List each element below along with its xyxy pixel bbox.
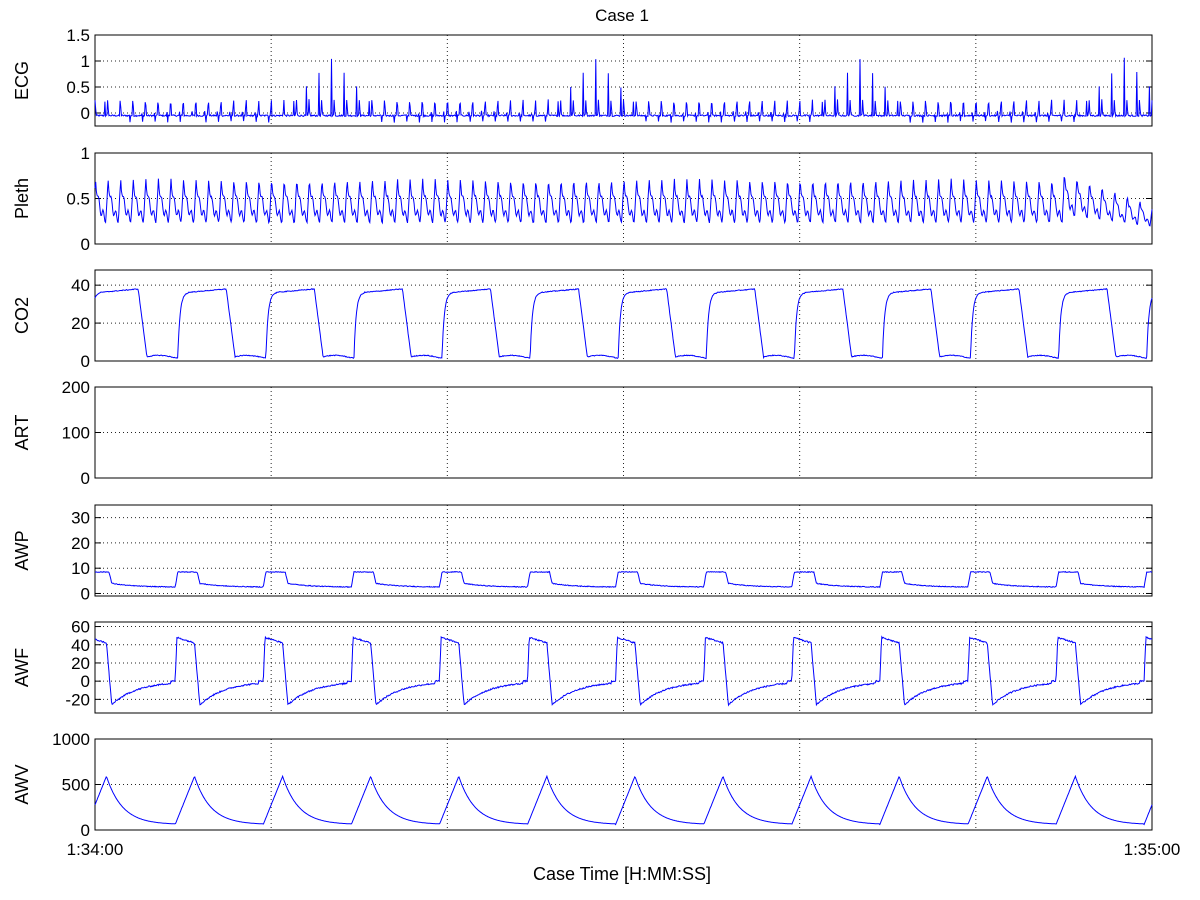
ecg-ylabel: ECG (12, 61, 32, 100)
figure-title: Case 1 (595, 6, 649, 25)
awf-ytick-label-4: 60 (71, 618, 90, 637)
ecg-trace (94, 57, 1153, 123)
co2-ytick-label-0: 0 (81, 352, 90, 371)
ecg-axes-frame (94, 34, 1153, 127)
x-tick-label-end: 1:35:00 (1124, 840, 1181, 859)
pleth-ytick-label-2: 1 (81, 144, 90, 163)
pleth-ytick-label-1: 0.5 (66, 190, 90, 209)
awf-axes-frame (94, 621, 1153, 714)
art-ylabel: ART (12, 415, 32, 451)
panel-ecg: 0 0.5 1 1.5 ECG (12, 26, 1153, 127)
art-ytick-label-0: 0 (81, 469, 90, 488)
awp-ytick-label-2: 20 (71, 534, 90, 553)
ecg-ytick-label-3: 1.5 (66, 26, 90, 45)
co2-axes-frame (94, 269, 1153, 362)
x-tick-label-start: 1:34:00 (67, 840, 124, 859)
panel-art: 0 100 200 ART (12, 378, 1153, 488)
panel-awp: 0 10 20 30 AWP (12, 504, 1153, 603)
panel-co2: 0 20 40 CO2 (12, 269, 1153, 371)
awf-trace (94, 635, 1153, 707)
awv-trace (94, 774, 1153, 826)
awf-ytick-label-2: 20 (71, 654, 90, 673)
awp-ytick-label-0: 0 (81, 584, 90, 603)
awp-axes-frame (94, 504, 1153, 597)
art-ytick-label-2: 200 (62, 378, 90, 397)
awf-ytick-label-3: 40 (71, 636, 90, 655)
awv-ytick-label-0: 0 (81, 821, 90, 840)
awp-ylabel: AWP (12, 530, 32, 570)
co2-ytick-label-2: 40 (71, 276, 90, 295)
awv-ytick-label-1: 500 (62, 776, 90, 795)
awv-ytick-label-2: 1000 (52, 730, 90, 749)
awp-ytick-label-1: 10 (71, 559, 90, 578)
co2-ylabel: CO2 (12, 297, 32, 334)
panels: 00.511.5ECG00.51Pleth02040CO20100200ART0… (12, 26, 1153, 840)
awv-ylabel: AWV (12, 764, 32, 804)
awf-ylabel: AWF (12, 648, 32, 687)
ecg-ytick-label-1: 0.5 (66, 78, 90, 97)
co2-ytick-label-1: 20 (71, 314, 90, 333)
art-ytick-label-1: 100 (62, 424, 90, 443)
awf-ytick-label-0: -20 (65, 690, 90, 709)
co2-trace (94, 287, 1153, 360)
panel-pleth: 0 0.5 1 Pleth (12, 144, 1153, 254)
pleth-trace (94, 176, 1153, 227)
ecg-ytick-label-0: 0 (81, 104, 90, 123)
pleth-ytick-label-0: 0 (81, 235, 90, 254)
x-axis-label: Case Time [H:MM:SS] (533, 864, 711, 884)
pleth-ylabel: Pleth (12, 178, 32, 219)
awf-ytick-label-1: 0 (81, 672, 90, 691)
awp-trace (94, 570, 1153, 589)
ecg-ytick-label-2: 1 (81, 52, 90, 71)
panel-awv: 0 500 1000 AWV (12, 730, 1153, 840)
awp-ytick-label-3: 30 (71, 509, 90, 528)
